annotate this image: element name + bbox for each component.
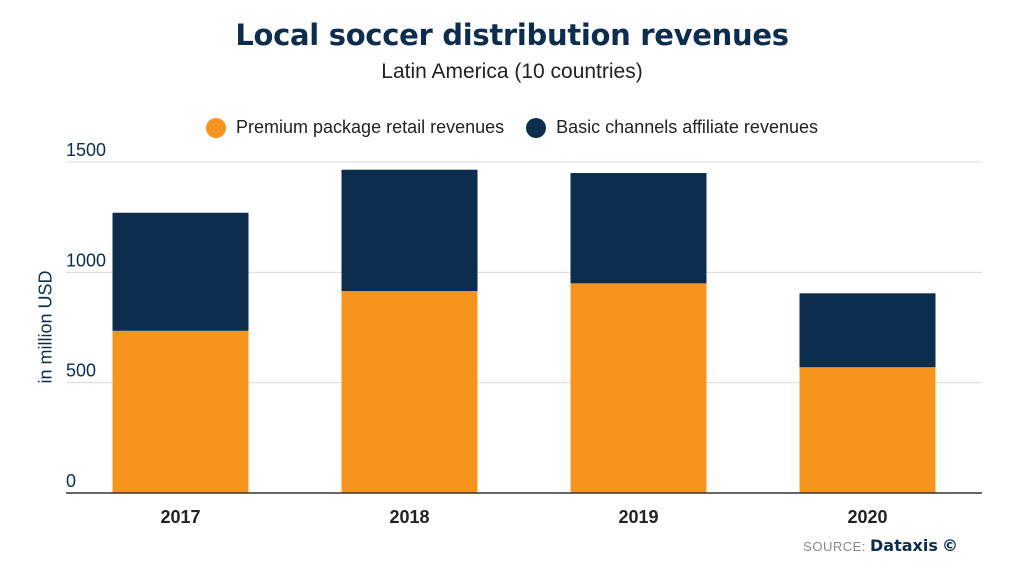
x-tick-label: 2020 [847, 507, 887, 527]
legend-item-basic: Basic channels affiliate revenues [526, 117, 818, 138]
y-tick-label: 0 [66, 471, 76, 491]
x-tick-label: 2017 [160, 507, 200, 527]
bar-basic [112, 212, 249, 331]
x-tick-label: 2019 [618, 507, 658, 527]
bar-premium [341, 291, 478, 493]
source-brand: Dataxis [870, 536, 938, 555]
bar-basic [570, 173, 707, 284]
source-prefix: SOURCE: [803, 539, 866, 554]
legend-label-basic: Basic channels affiliate revenues [556, 117, 818, 137]
chart-title: Local soccer distribution revenues [235, 18, 789, 52]
y-tick-label: 1500 [66, 140, 106, 160]
legend-swatch-basic [526, 117, 547, 138]
y-tick-label: 500 [66, 361, 96, 381]
source-credit: SOURCE: Dataxis © [803, 536, 958, 555]
x-tick-label: 2018 [389, 507, 429, 527]
y-tick-label: 1000 [66, 250, 106, 270]
bar-premium [799, 367, 936, 493]
bar-premium [112, 330, 249, 493]
chart-subtitle: Latin America (10 countries) [381, 60, 643, 83]
bar-basic [799, 293, 936, 368]
legend-item-premium: Premium package retail revenues [206, 117, 504, 138]
bar-premium [570, 283, 707, 493]
legend: Premium package retail revenues Basic ch… [0, 117, 1024, 138]
bar-basic [341, 169, 478, 292]
legend-label-premium: Premium package retail revenues [236, 117, 505, 137]
legend-swatch-premium [206, 117, 227, 138]
copyright-mark: © [942, 536, 958, 555]
